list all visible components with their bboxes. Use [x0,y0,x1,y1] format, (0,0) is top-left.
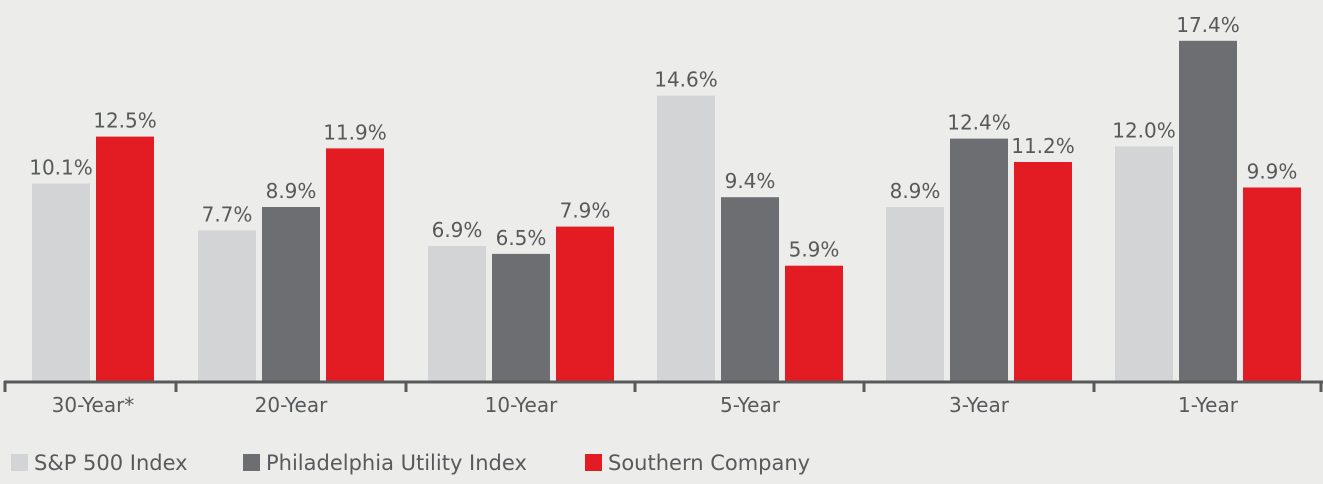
bar [32,183,90,381]
bar [657,95,715,381]
bar [1179,40,1237,382]
bar [198,230,256,381]
legend-item: Philadelphia Utility Index [243,451,527,475]
bar-value-label: 14.6% [654,68,718,92]
bar-value-label: 7.9% [560,199,611,223]
category-label: 5-Year [720,393,781,417]
bar [326,148,384,381]
legend-swatch [243,454,260,471]
bar-value-label: 6.5% [496,226,547,250]
category-labels-layer: 30-Year* 20-Year 10-Year 5-Year 3-Year 1-Year [52,393,1239,417]
bar-value-label: 11.9% [323,120,387,144]
bar-value-label: 10.1% [29,156,93,180]
value-labels-layer: 10.1%12.5% 7.7% 8.9% 11.9% 6.9% 6.5% 7.9% 14.6%… [29,13,1297,262]
bar [785,265,843,381]
legend-label: Southern Company [608,451,810,475]
bar-value-label: 6.9% [432,218,483,242]
bar [886,207,944,381]
bar [950,138,1008,381]
legend-item: S&P 500 Index [11,451,188,475]
legend-swatch [11,454,28,471]
bar-value-label: 5.9% [789,238,840,262]
bar [1243,187,1301,381]
bar-value-label: 17.4% [1176,13,1240,37]
bar-value-label: 8.9% [266,179,317,203]
category-label: 1-Year [1178,393,1239,417]
bar-value-label: 11.2% [1011,134,1075,158]
bar-value-label: 12.4% [947,111,1011,135]
bar-value-label: 7.7% [202,203,253,227]
bar-value-label: 8.9% [890,179,941,203]
bars-layer [32,40,1301,382]
bar [428,246,486,381]
category-label: 3-Year [949,393,1010,417]
category-label: 10-Year [485,393,558,417]
x-axis [3,380,1323,392]
bar [721,197,779,381]
bar-value-label: 12.5% [93,109,157,133]
bar [556,226,614,381]
legend-label: Philadelphia Utility Index [266,451,527,475]
bar [262,207,320,381]
category-label: 30-Year* [52,393,135,417]
bar [1014,162,1072,381]
bar [1115,146,1173,381]
legend-swatch [585,454,602,471]
legend-label: S&P 500 Index [34,451,188,475]
legend: S&P 500 Index Philadelphia Utility Index S… [11,451,810,475]
bar [96,136,154,381]
bar-value-label: 9.4% [725,169,776,193]
bar-value-label: 12.0% [1112,118,1176,142]
bar-value-label: 9.9% [1247,160,1298,184]
bar [492,253,550,381]
legend-item: Southern Company [585,451,810,475]
category-label: 20-Year [255,393,328,417]
